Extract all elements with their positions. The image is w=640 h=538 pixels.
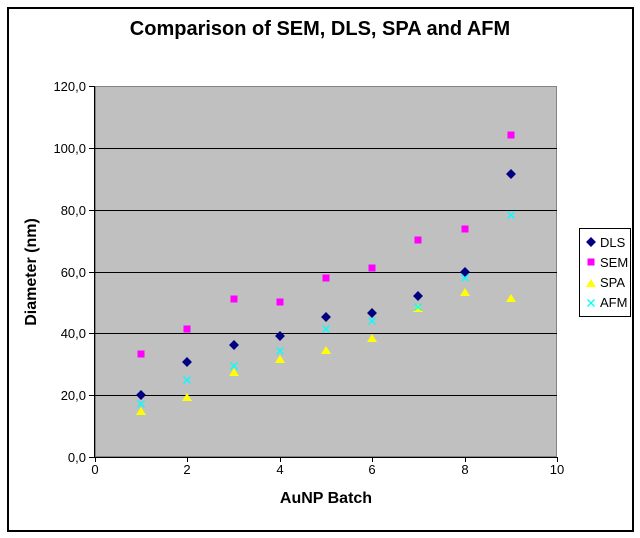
marker-afm xyxy=(229,361,238,370)
x-axis-tick xyxy=(557,457,558,462)
y-gridline xyxy=(95,148,557,149)
marker-spa xyxy=(182,393,193,402)
x-tick-label: 0 xyxy=(91,462,99,477)
x-tick-label: 4 xyxy=(276,462,284,477)
marker-afm xyxy=(322,325,330,333)
legend-label: DLS xyxy=(600,234,626,250)
y-axis-tick xyxy=(89,457,95,458)
marker-sem xyxy=(507,131,515,139)
legend-label: AFM xyxy=(600,295,628,311)
marker-afm xyxy=(460,273,469,282)
afm-marker-icon xyxy=(585,297,596,308)
y-tick-label: 120,0 xyxy=(53,79,86,94)
marker-afm xyxy=(275,346,284,355)
legend-label: SPA xyxy=(600,275,626,291)
sem-marker-icon xyxy=(585,257,596,268)
marker-afm xyxy=(506,210,515,219)
marker-afm xyxy=(183,375,192,384)
marker-sem xyxy=(137,350,145,358)
y-tick-label: 80,0 xyxy=(60,203,86,218)
chart-title: Comparison of SEM, DLS, SPA and AFM xyxy=(129,18,511,40)
x-tick-label: 6 xyxy=(368,462,376,477)
marker-sem xyxy=(230,295,238,303)
marker-spa xyxy=(459,287,470,296)
legend-item-spa: SPA xyxy=(585,274,630,292)
marker-sem xyxy=(461,225,469,233)
y-axis-tick xyxy=(89,272,95,273)
marker-sem xyxy=(322,274,330,282)
marker-spa xyxy=(367,333,378,342)
x-axis-tick xyxy=(95,457,96,462)
y-axis-tick xyxy=(89,395,95,396)
marker-spa xyxy=(321,346,331,355)
legend-item-dls: DLS xyxy=(585,233,630,251)
marker-spa xyxy=(505,293,516,302)
x-axis-tick xyxy=(372,457,373,462)
y-gridline xyxy=(95,210,557,211)
y-tick-label: 0,0 xyxy=(67,450,86,465)
marker-sem xyxy=(276,298,284,306)
y-gridline xyxy=(95,395,557,396)
legend-label: SEM xyxy=(600,254,629,270)
y-axis-tick xyxy=(89,210,95,211)
x-tick-label: 10 xyxy=(549,462,565,477)
x-axis-title: AuNP Batch xyxy=(279,490,373,507)
x-axis-tick xyxy=(280,457,281,462)
marker-sem xyxy=(414,236,422,244)
y-tick-label: 100,0 xyxy=(53,141,86,156)
legend-item-afm: AFM xyxy=(585,294,630,312)
marker-spa xyxy=(228,367,239,376)
y-gridline xyxy=(95,333,557,334)
marker-afm xyxy=(137,400,146,409)
marker-afm xyxy=(414,303,423,312)
x-axis-tick xyxy=(465,457,466,462)
y-axis-tick xyxy=(89,148,95,149)
marker-sem xyxy=(368,264,376,272)
marker-afm xyxy=(368,316,377,325)
y-gridline xyxy=(95,272,557,273)
y-axis-tick xyxy=(89,333,95,334)
legend-box: DLS SEM SPA AFM xyxy=(579,228,631,317)
marker-spa xyxy=(136,406,147,415)
x-tick-label: 8 xyxy=(461,462,469,477)
legend-item-sem: SEM xyxy=(585,253,630,271)
y-tick-label: 60,0 xyxy=(60,265,86,280)
marker-sem xyxy=(183,325,191,333)
marker-spa xyxy=(274,354,285,363)
x-axis-line xyxy=(94,457,558,458)
dls-marker-icon xyxy=(585,237,596,248)
spa-marker-icon xyxy=(585,277,596,288)
x-tick-label: 2 xyxy=(183,462,191,477)
x-axis-tick xyxy=(187,457,188,462)
y-tick-label: 20,0 xyxy=(60,388,86,403)
y-tick-label: 40,0 xyxy=(60,326,86,341)
y-axis-tick xyxy=(89,86,95,87)
y-axis-title: Diameter (nm) xyxy=(23,218,40,326)
